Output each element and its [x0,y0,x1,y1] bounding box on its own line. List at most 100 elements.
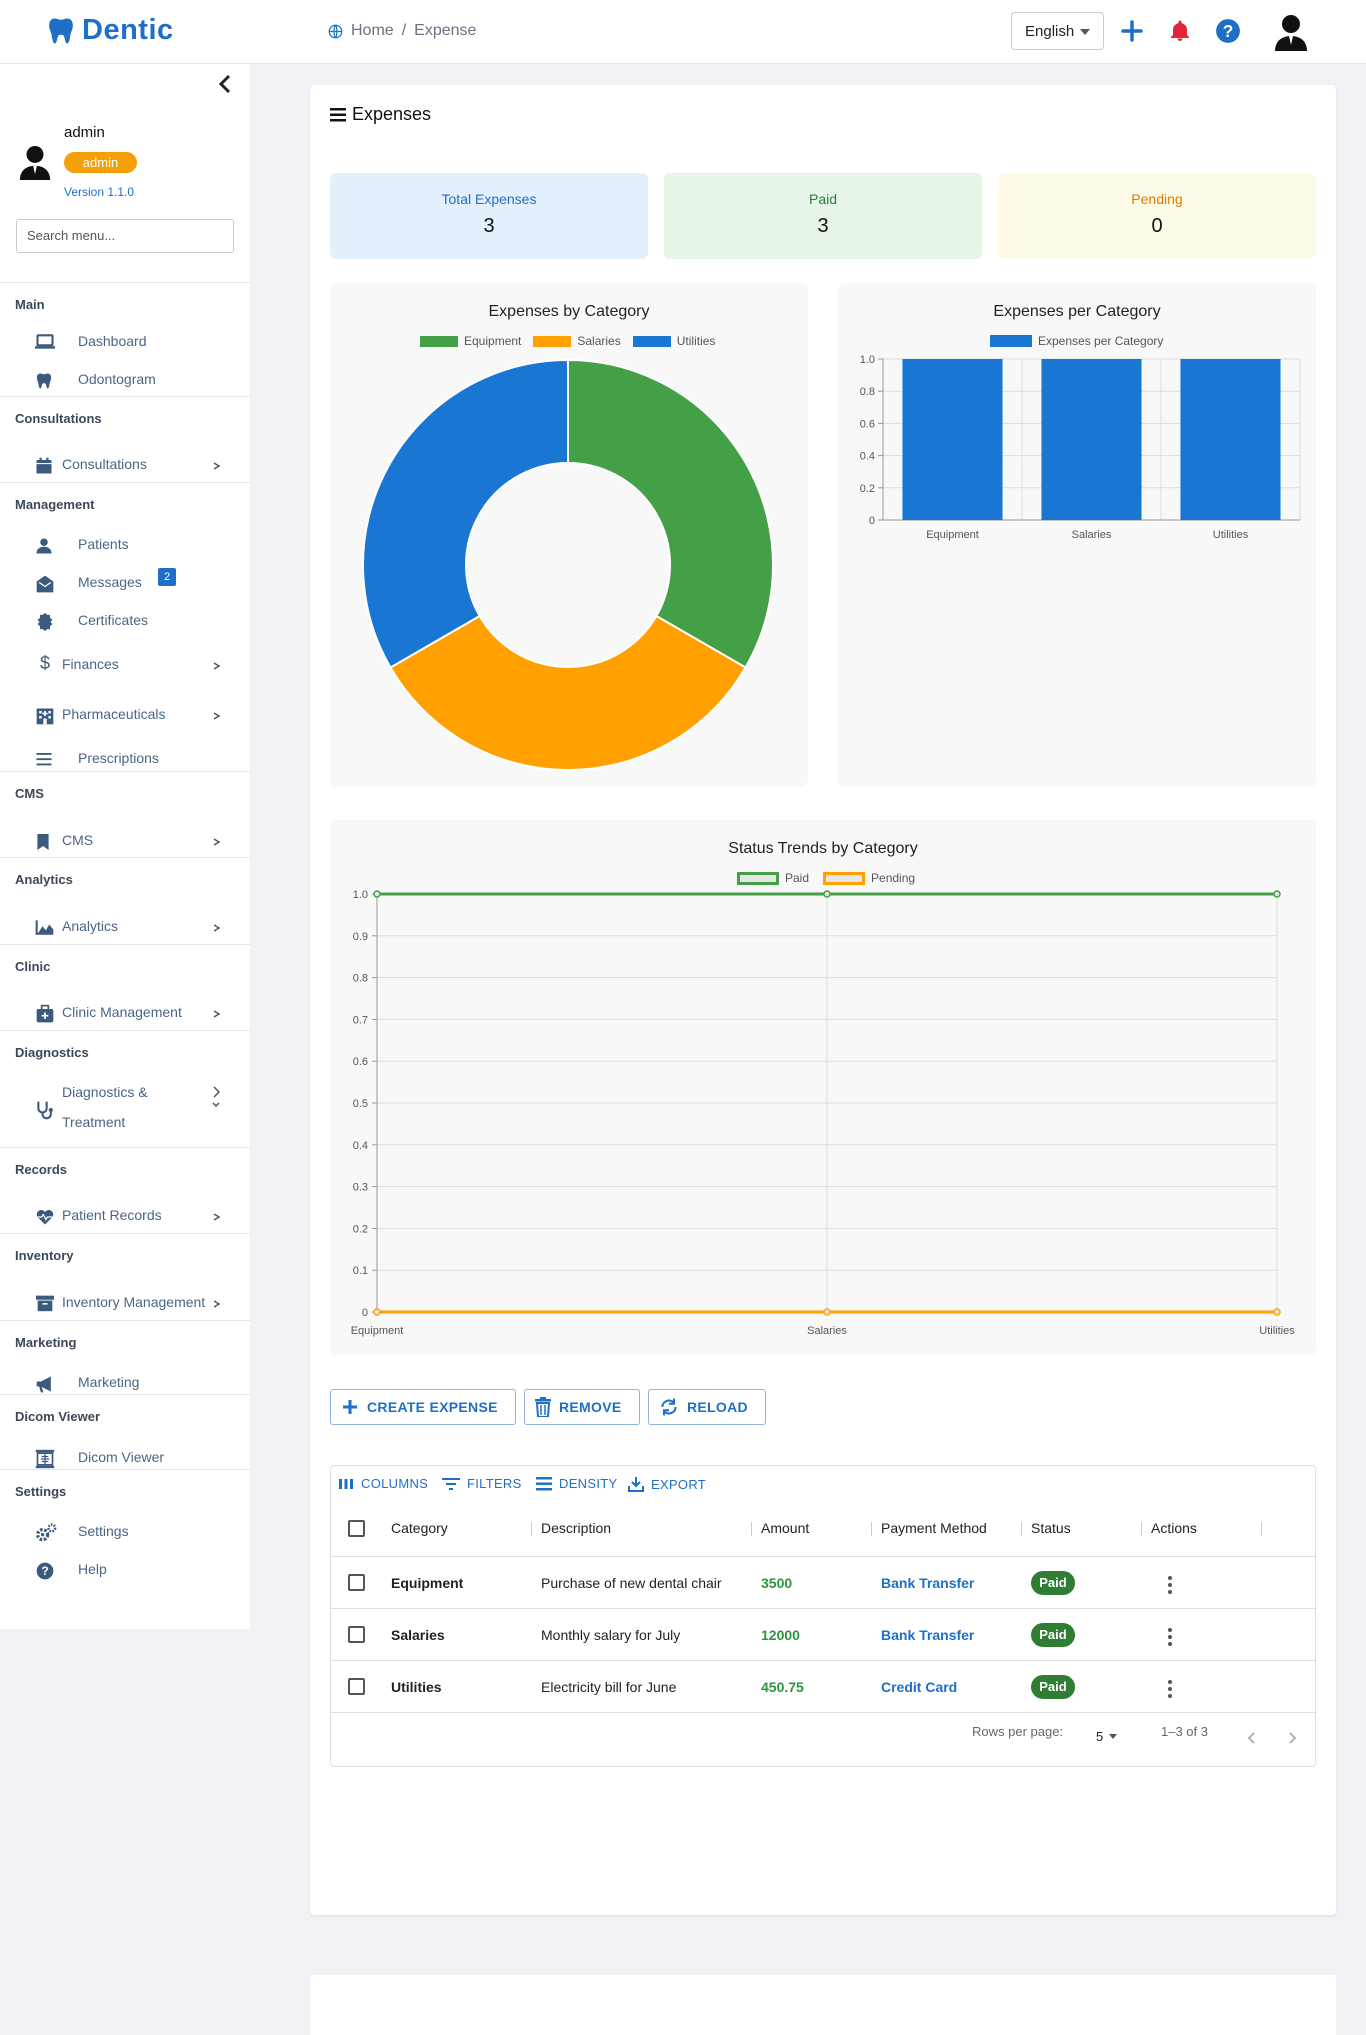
create-expense-button[interactable]: CREATE EXPENSE [330,1389,516,1425]
density-button[interactable]: DENSITY [536,1476,617,1491]
rows-per-page-value: 5 [1096,1729,1104,1744]
pagination-range: 1–3 of 3 [1161,1724,1208,1739]
breadcrumb-current: Expense [414,22,477,39]
bell-icon[interactable] [1168,17,1192,45]
column-header-amount[interactable]: Amount [761,1520,810,1536]
row-divider [331,1712,1315,1713]
sidebar-item-prescriptions[interactable]: Prescriptions [0,742,250,776]
donut-slice-salaries [389,614,747,771]
donut-slice-equipment [567,358,774,669]
stat-label: Paid [808,191,838,207]
section-diagnostics: Diagnostics [15,1045,89,1060]
sidebar-item-dashboard[interactable]: Dashboard [0,325,250,359]
row-actions-menu-icon[interactable] [1168,1680,1172,1701]
sidebar-item-inventory-management[interactable]: Inventory Management [0,1286,250,1320]
remove-button[interactable]: REMOVE [524,1389,640,1425]
sidebar-item-analytics[interactable]: Analytics [0,910,250,944]
chevron-right-icon [213,462,221,470]
help-icon[interactable]: ? [1215,17,1241,45]
plus-icon[interactable] [1120,17,1144,45]
sidebar-item-patient-records[interactable]: Patient Records [0,1199,250,1233]
chevron-right-icon [213,1010,221,1018]
row-actions-menu-icon[interactable] [1168,1628,1172,1649]
section-consultations: Consultations [15,411,102,426]
chart-legend: Paid Pending [737,871,915,885]
section-main: Main [15,297,45,312]
sidebar-item-label: Help [78,1561,107,1577]
column-separator[interactable] [531,1522,532,1536]
cell-category: Salaries [391,1627,445,1643]
stat-pending: Pending 0 [998,173,1316,259]
column-separator[interactable] [1021,1522,1022,1536]
reload-button[interactable]: RELOAD [648,1389,766,1425]
hospital-building-icon [36,708,54,725]
page-title: Expenses [330,104,431,125]
export-button[interactable]: EXPORT [628,1476,706,1492]
column-separator[interactable] [1141,1522,1142,1536]
column-header-status[interactable]: Status [1031,1520,1071,1536]
cell-description: Electricity bill for June [541,1679,677,1695]
user-avatar-icon[interactable] [1273,13,1309,51]
chart-title: Expenses by Category [488,303,650,320]
collapse-sidebar-icon[interactable] [215,72,235,96]
row-checkbox[interactable] [348,1678,365,1695]
sidebar-item-messages[interactable]: Messages [0,566,250,600]
legend-swatch [823,871,866,885]
sidebar-item-dicom-viewer[interactable]: Dicom Viewer [0,1441,250,1475]
laptop-icon [35,334,55,349]
legend-label: Equipment [464,334,522,348]
sidebar-item-certificates[interactable]: Certificates [0,604,250,638]
rows-per-page-select[interactable]: 5 [1096,1729,1118,1744]
sidebar-search-input[interactable]: Search menu... [16,219,234,253]
button-label: EXPORT [651,1476,707,1492]
column-separator[interactable] [871,1522,872,1536]
sidebar-item-marketing[interactable]: Marketing [0,1366,250,1400]
trash-icon [535,1397,551,1417]
section-dicom: Dicom Viewer [15,1409,101,1424]
select-all-checkbox[interactable] [348,1520,365,1537]
column-header-category[interactable]: Category [391,1520,448,1536]
button-label: COLUMNS [361,1476,429,1491]
column-separator[interactable] [751,1522,752,1536]
previous-page-icon[interactable] [1246,1731,1258,1745]
next-page-icon[interactable] [1286,1731,1298,1745]
messages-count-badge: 2 [158,568,176,586]
cell-description: Monthly salary for July [541,1627,681,1643]
column-header-payment-method[interactable]: Payment Method [881,1520,987,1536]
breadcrumb-home[interactable]: Home [351,22,394,39]
sidebar-item-cms[interactable]: CMS [0,824,250,858]
filters-button[interactable]: FILTERS [442,1476,522,1491]
sidebar-item-consultations[interactable]: Consultations [0,448,250,482]
row-checkbox[interactable] [348,1626,365,1643]
divider [0,282,250,283]
sidebar-item-clinic-management[interactable]: Clinic Management [0,996,250,1030]
sidebar-item-label: Inventory Management [62,1294,206,1310]
language-select[interactable]: English [1011,12,1104,50]
row-actions-menu-icon[interactable] [1168,1576,1172,1597]
sidebar-item-pharmaceuticals[interactable]: Pharmaceuticals [0,698,250,732]
status-badge: Paid [1031,1675,1075,1699]
sidebar-item-finances[interactable]: $ Finances [0,648,250,682]
breadcrumb: Home / Expense [328,22,476,40]
row-divider [331,1660,1315,1661]
app-logo[interactable]: Dentic [46,14,174,47]
columns-button[interactable]: COLUMNS [338,1476,428,1491]
y-tick-label: 0.6 [860,418,875,430]
stat-value: 3 [817,215,829,237]
status-badge: Paid [1031,1623,1075,1647]
data-point-pending [373,1308,381,1316]
column-header-description[interactable]: Description [541,1520,612,1536]
sidebar-item-patients[interactable]: Patients [0,528,250,562]
sidebar-item-odontogram[interactable]: Odontogram [0,363,250,397]
top-bar: Dentic Home / Expense English ? [0,0,1366,64]
sidebar-item-settings[interactable]: Settings [0,1515,250,1549]
divider [0,1233,250,1234]
row-checkbox[interactable] [348,1574,365,1591]
stethoscope-icon [37,1101,53,1120]
sidebar-item-help[interactable]: ? Help [0,1553,250,1587]
chart-title: Status Trends by Category [728,840,918,857]
divider [0,1030,250,1031]
user-avatar-small [19,145,51,180]
sidebar-item-diagnostics[interactable]: Diagnostics & Treatment [0,1076,250,1136]
column-separator[interactable] [1261,1522,1262,1536]
